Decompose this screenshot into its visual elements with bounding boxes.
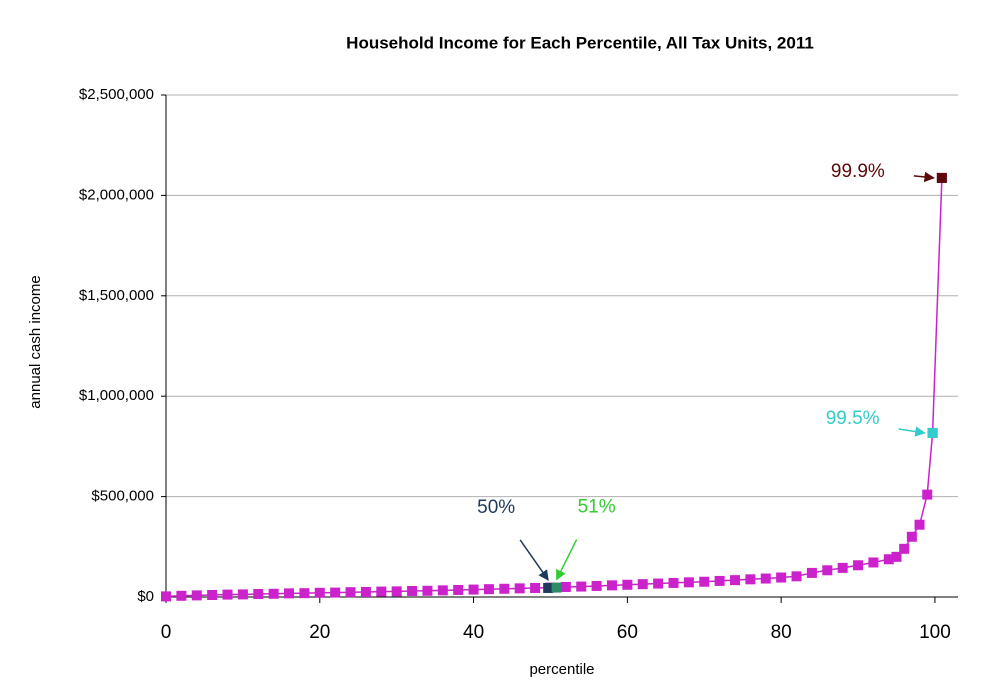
data-point [161, 591, 171, 602]
data-point [253, 588, 264, 599]
data-point [345, 587, 356, 598]
x-tick-label: 60 [617, 622, 638, 643]
data-point [207, 589, 218, 600]
x-axis-label: percentile [529, 661, 594, 678]
data-point [791, 571, 802, 582]
data-point [806, 567, 817, 578]
data-point [837, 562, 848, 573]
x-tick-label: 20 [309, 622, 330, 643]
annotation-arrow [913, 171, 935, 183]
highlight-point [936, 172, 947, 183]
data-point [760, 573, 771, 584]
x-tick-label: 80 [771, 622, 792, 643]
data-point [360, 586, 371, 597]
data-point [745, 574, 756, 585]
data-point [853, 560, 864, 571]
annotation-arrow [519, 539, 549, 581]
data-point [922, 489, 933, 500]
data-point [407, 585, 418, 596]
annotation: 50% [477, 497, 515, 518]
x-tick-label: 0 [161, 622, 172, 643]
data-point [376, 586, 387, 597]
data-point [622, 579, 633, 590]
x-tick-label: 100 [919, 622, 951, 643]
data-point [514, 583, 525, 594]
y-tick-label: $500,000 [91, 488, 154, 505]
annotation: 99.9% [831, 161, 885, 182]
data-point [330, 587, 341, 598]
data-point [699, 576, 710, 587]
y-tick-label: $1,000,000 [79, 387, 154, 404]
data-point [437, 585, 448, 596]
data-point [499, 583, 510, 594]
data-point [222, 589, 233, 600]
data-line [165, 177, 943, 598]
data-point [891, 551, 902, 562]
data-point [483, 584, 494, 595]
data-point [560, 581, 571, 592]
data-point [422, 585, 433, 596]
chart-title: Household Income for Each Percentile, Al… [346, 33, 814, 52]
data-point [914, 519, 925, 530]
data-point [576, 581, 587, 592]
annotation: 99.5% [826, 408, 880, 429]
data-point [730, 575, 741, 586]
annotation: 51% [578, 497, 616, 518]
data-point [714, 575, 725, 586]
annotation-arrow [555, 539, 578, 581]
data-point [176, 590, 187, 601]
data-point [883, 554, 894, 565]
y-tick-label: $1,500,000 [79, 287, 154, 304]
data-point [899, 543, 910, 554]
data-point [191, 590, 202, 601]
data-point [284, 588, 295, 599]
annotation-arrow [898, 426, 926, 437]
data-point [391, 586, 402, 597]
x-tick-label: 40 [463, 622, 484, 643]
y-tick-label: $2,000,000 [79, 186, 154, 203]
data-point [268, 588, 279, 599]
data-point [776, 572, 787, 583]
data-point [468, 584, 479, 595]
data-point [606, 580, 617, 591]
data-point [683, 577, 694, 588]
data-point [822, 565, 833, 576]
data-point [668, 577, 679, 588]
data-point [653, 578, 664, 589]
data-point [530, 582, 541, 593]
data-point [906, 531, 917, 542]
highlight-point [927, 427, 938, 438]
data-point [314, 587, 325, 598]
data-point [868, 557, 879, 568]
y-tick-label: $0 [137, 588, 154, 605]
y-axis-label: annual cash income [27, 275, 44, 408]
data-point [637, 579, 648, 590]
data-point [453, 584, 464, 595]
data-point [591, 580, 602, 591]
data-point [299, 588, 310, 599]
highlight-point [543, 582, 554, 593]
data-point [237, 589, 248, 600]
y-tick-label: $2,500,000 [79, 86, 154, 103]
highlight-point [551, 582, 562, 593]
